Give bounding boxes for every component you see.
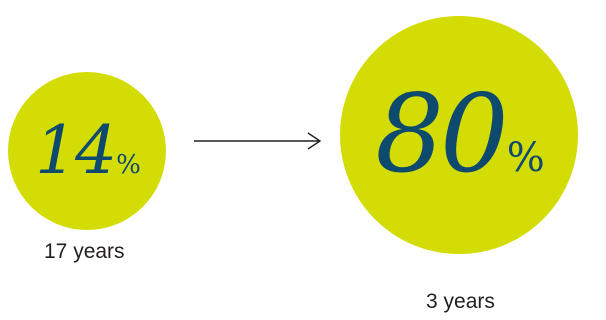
arrow-right-icon [194,132,322,150]
before-value: 14 % [35,112,141,189]
after-circle: 80 % [340,16,578,254]
before-caption: 17 years [44,240,125,263]
after-value-unit: % [506,135,545,181]
after-caption: 3 years [426,290,495,313]
arrow-head [307,132,322,150]
before-circle: 14 % [8,72,166,230]
after-value-number: 80 [375,72,508,197]
after-value: 80 % [375,72,545,197]
before-value-unit: % [116,150,141,180]
before-value-number: 14 [35,112,117,189]
